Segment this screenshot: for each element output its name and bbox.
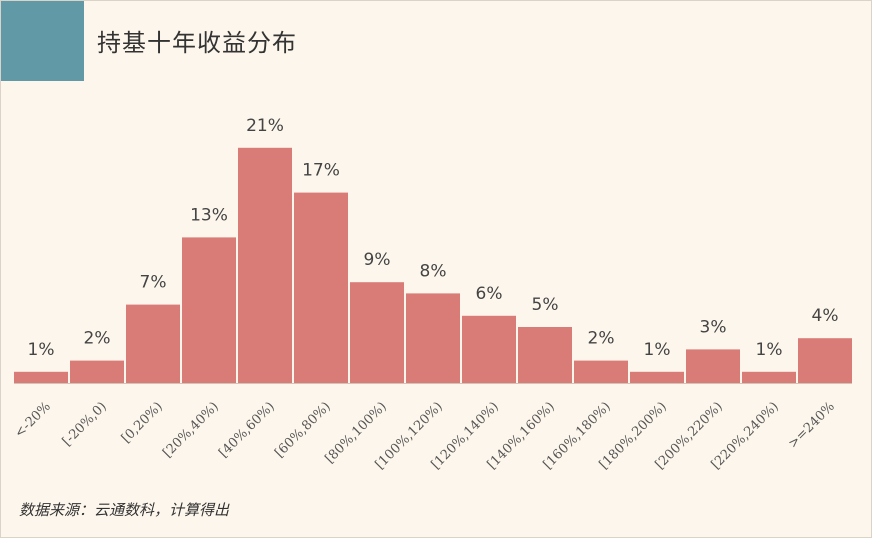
data-label-8: 6% [476,284,503,304]
data-label-13: 1% [756,340,783,360]
bar-2 [126,304,180,383]
bar-13 [742,371,796,383]
x-tick-label-5: [60%,80%) [272,399,334,461]
bar-1 [70,360,124,383]
bar-4 [238,147,292,383]
data-label-6: 9% [364,250,391,270]
x-tick-label-2: [0,20%) [119,399,166,446]
data-label-0: 1% [28,340,55,360]
data-label-11: 1% [644,340,671,360]
x-tick-label-14: >=240% [786,399,838,451]
bar-6 [350,282,404,383]
bar-3 [182,237,236,383]
bar-7 [406,293,460,383]
bar-0 [14,371,68,383]
data-label-9: 5% [532,295,559,315]
x-tick-label-0: <-20% [12,399,54,441]
bar-10 [574,360,628,383]
x-tick-label-1: [-20%,0) [60,399,110,449]
data-label-7: 8% [420,261,447,281]
x-tick-label-4: [40%,60%) [216,399,278,461]
data-label-1: 2% [84,329,111,349]
chart-title: 持基十年收益分布 [97,29,297,57]
bar-12 [686,349,740,383]
data-label-10: 2% [588,329,615,349]
data-label-4: 21% [246,116,284,136]
bar-8 [462,315,516,383]
bar-9 [518,327,572,383]
data-label-12: 3% [700,317,727,337]
bar-chart: 1% <-20% 2% [-20%,0) 7% [0,20%) 13% [20%,40%) 21… [12,116,852,472]
x-tick-label-3: [20%,40%) [160,399,222,461]
bar-14 [798,338,852,383]
source-note: 数据来源：云通数科，计算得出 [19,501,230,519]
title-accent-block [1,1,84,81]
data-label-14: 4% [812,306,839,326]
data-label-3: 13% [190,205,228,225]
bar-11 [630,371,684,383]
data-label-2: 7% [140,273,167,293]
bar-5 [294,192,348,383]
data-label-5: 17% [302,161,340,181]
